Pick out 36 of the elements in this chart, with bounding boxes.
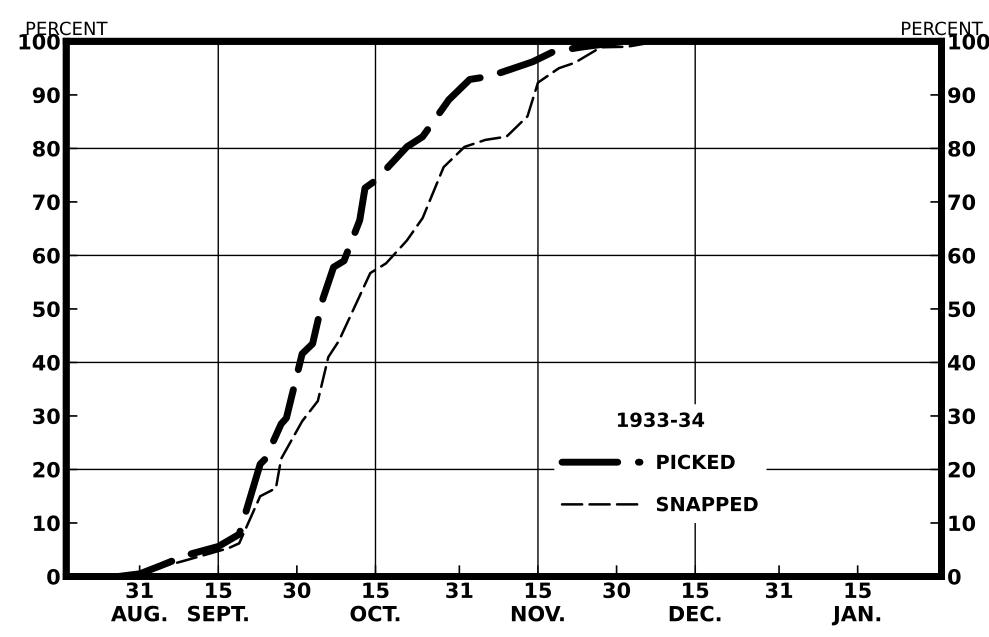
- y2-tick-label: 60: [948, 248, 976, 264]
- legend-label: PICKED: [657, 454, 735, 470]
- y-tick-label: 60: [33, 248, 60, 264]
- legend-label: SNAPPED: [656, 496, 758, 512]
- y-tick-label: 20: [33, 462, 60, 478]
- x-tick-label: 15 JAN.: [832, 582, 880, 626]
- legend-title: 1933-34: [618, 412, 704, 428]
- y-tick-label: 80: [32, 140, 60, 157]
- y-tick-label: 70: [33, 194, 60, 210]
- y-tick-label: 40: [32, 354, 60, 371]
- x-tick-label: 15 SEPT.: [188, 582, 248, 622]
- y2-tick-label: 30: [948, 408, 976, 424]
- y-axis-title: PERCENT: [26, 22, 108, 36]
- y2-tick-label: 50: [948, 301, 976, 318]
- y2-tick-label: 80: [948, 140, 976, 157]
- y2-axis-title: PERCENT: [902, 22, 983, 36]
- y-tick-label: 100: [20, 34, 60, 50]
- x-tick-label: 31 AUG.: [111, 582, 166, 622]
- y-tick-label: 10: [34, 515, 60, 532]
- x-tick-label: 30: [284, 582, 310, 598]
- y2-tick-label: 40: [948, 354, 976, 371]
- x-tick-label: 30: [603, 582, 630, 598]
- y2-tick-label: 10: [949, 515, 976, 532]
- y2-tick-label: 90: [948, 87, 976, 104]
- y2-tick-label: 0: [948, 568, 961, 585]
- x-tick-label: 31: [446, 582, 472, 598]
- x-tick-label: 15 DEC.: [670, 582, 720, 622]
- y-tick-label: 30: [33, 408, 60, 424]
- y-tick-label: 0: [47, 568, 60, 585]
- y-tick-label: 50: [33, 301, 60, 318]
- x-tick-label: 15 NOV.: [512, 582, 564, 622]
- x-tick-label: 15 OCT.: [350, 582, 400, 622]
- x-tick-label: 31: [766, 582, 792, 598]
- y-tick-label: 90: [32, 87, 60, 104]
- y2-tick-label: 70: [948, 194, 976, 210]
- y2-tick-label: 20: [948, 462, 976, 478]
